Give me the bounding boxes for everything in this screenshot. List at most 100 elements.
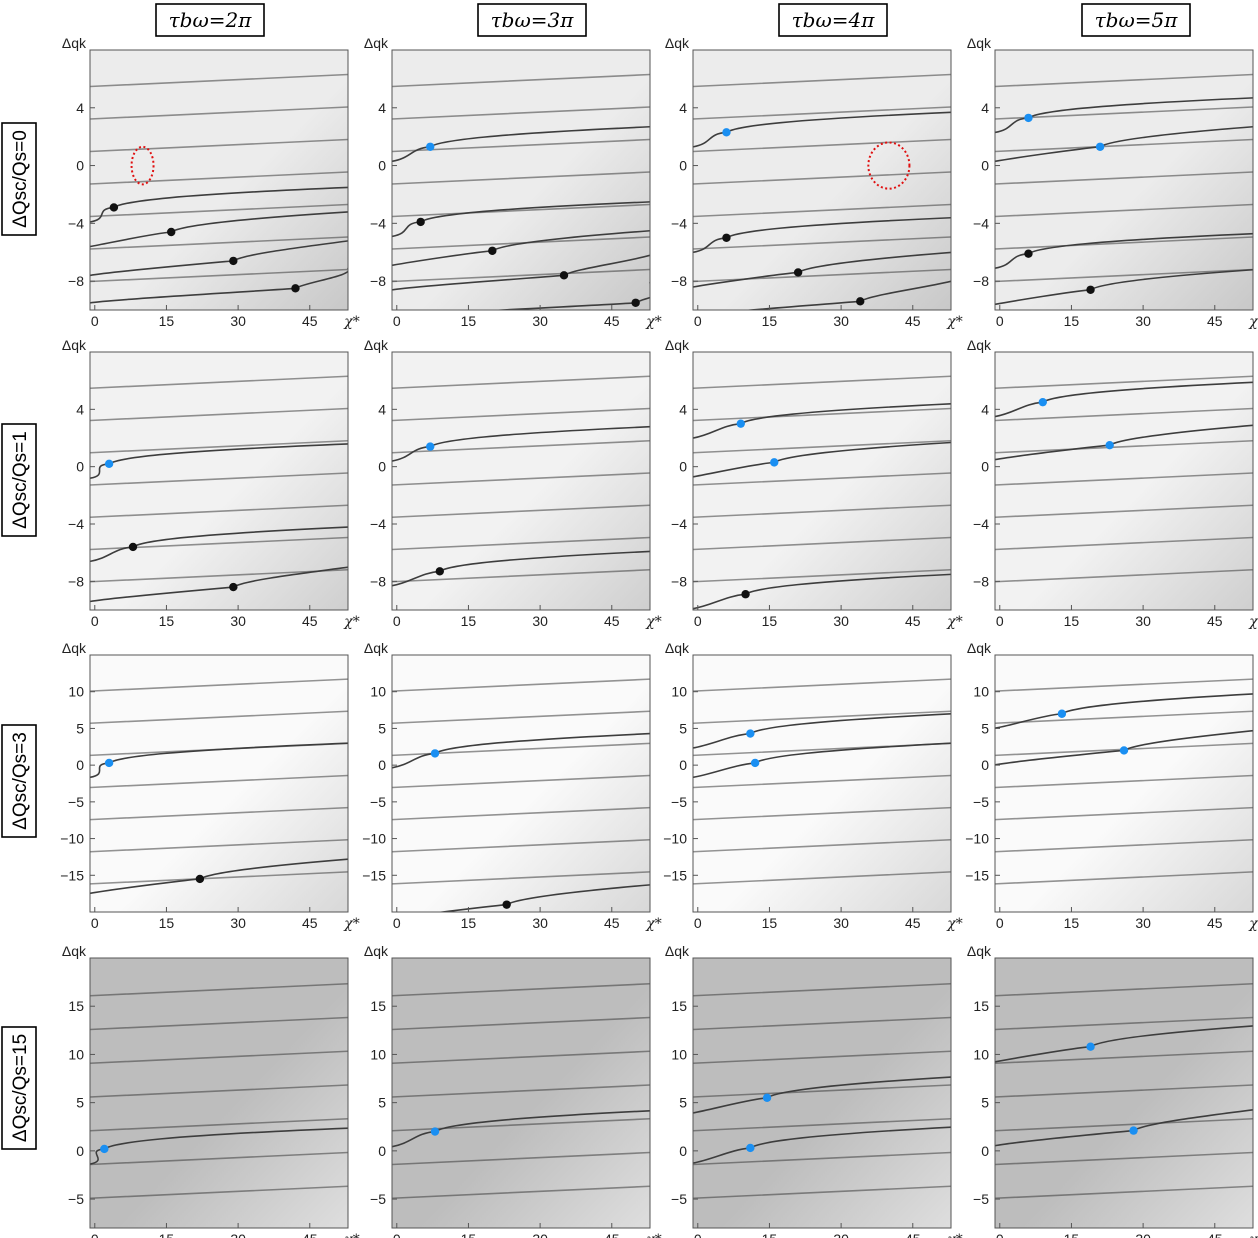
- map-streak: [392, 871, 650, 885]
- x-tick-label: 30: [833, 1231, 849, 1238]
- panel-background: [90, 655, 348, 912]
- map-streak: [693, 1050, 951, 1065]
- y-tick-label: 4: [378, 100, 386, 116]
- y-tick-label: 10: [973, 684, 989, 700]
- panel-background: [995, 958, 1253, 1228]
- map-streak: [392, 203, 650, 218]
- y-tick-label: 0: [679, 757, 687, 773]
- map-streak: [693, 1016, 951, 1031]
- y-axis-label: Δqk: [364, 35, 389, 51]
- y-tick-label: 4: [76, 401, 84, 417]
- x-axis-label: χ*: [1248, 1232, 1258, 1238]
- y-tick-label: 0: [679, 158, 687, 174]
- map-streak: [693, 568, 951, 583]
- branch-curve: [693, 236, 728, 254]
- map-streak: [90, 375, 348, 390]
- branch-curve: [1089, 1025, 1253, 1048]
- panel-frame: [994, 957, 1254, 1229]
- x-axis-label: χ*: [1248, 614, 1258, 630]
- map-streak: [995, 268, 1253, 283]
- col-header-box-1: [155, 3, 265, 37]
- map-streak: [90, 1016, 348, 1031]
- x-tick-label: 0: [694, 313, 702, 329]
- map-streak: [90, 678, 348, 692]
- map-streak: [90, 1151, 348, 1166]
- branch-curve: [392, 274, 565, 291]
- row-header-box-2: [1, 423, 37, 537]
- branch-curve: [693, 732, 752, 749]
- panel-curves: [995, 982, 1253, 1200]
- x-tick-label: 30: [1135, 915, 1151, 931]
- y-tick-label: −8: [68, 573, 84, 589]
- y-tick-label: −4: [370, 516, 386, 532]
- branch-curve: [797, 251, 951, 274]
- map-streak: [995, 171, 1253, 185]
- panel-frame: [994, 49, 1254, 311]
- blue-point: [746, 729, 755, 738]
- map-streak: [392, 1084, 650, 1098]
- map-streak: [90, 1084, 348, 1098]
- map-streak: [693, 73, 951, 88]
- map-streak: [693, 203, 951, 218]
- branch-curve: [995, 1129, 1135, 1147]
- map-streak: [392, 568, 650, 583]
- panel-background: [995, 655, 1253, 912]
- panel-frame: [692, 957, 952, 1229]
- blue-point: [746, 1143, 755, 1153]
- map-streak: [693, 171, 951, 185]
- blue-point: [1024, 113, 1033, 123]
- branch-curve: [199, 858, 348, 880]
- branch-curve: [995, 288, 1092, 306]
- map-streak: [90, 774, 348, 789]
- branch-curve: [995, 252, 1030, 270]
- y-tick-label: −5: [68, 1191, 84, 1207]
- map-streak: [693, 407, 951, 422]
- branch-curve: [1132, 1109, 1253, 1132]
- map-streak: [693, 710, 951, 725]
- x-tick-label: 15: [461, 313, 477, 329]
- panel-curves: [693, 375, 951, 610]
- y-tick-label: −5: [671, 1191, 687, 1207]
- map-streak: [392, 982, 650, 997]
- panel-frame: [89, 654, 349, 913]
- map-streak: [995, 678, 1253, 692]
- map-streak: [693, 1117, 951, 1132]
- map-streak: [90, 203, 348, 218]
- row-header-1: ΔQsc/Qs=0: [10, 130, 31, 228]
- y-tick-label: −8: [671, 573, 687, 589]
- panel-frame: [994, 654, 1254, 913]
- map-streak: [995, 439, 1253, 454]
- x-tick-label: 15: [159, 613, 175, 629]
- y-tick-label: 10: [370, 684, 386, 700]
- panel-r4-c3: 0 15 30 45 χ* 15 10 5 0 −5 Δqk: [665, 943, 963, 1238]
- row-header-3: ΔQsc/Qs=3: [10, 732, 31, 830]
- branch-curve: [90, 586, 235, 603]
- x-tick-label: 30: [833, 313, 849, 329]
- x-tick-label: 0: [393, 613, 401, 629]
- y-tick-label: −15: [60, 867, 84, 883]
- x-tick-label: 45: [604, 915, 620, 931]
- panel-frame: [391, 654, 651, 913]
- map-streak: [693, 504, 951, 519]
- branch-curve: [749, 712, 951, 735]
- black-point: [741, 590, 750, 599]
- map-streak: [693, 236, 951, 250]
- map-streak: [693, 472, 951, 486]
- map-streak: [995, 871, 1253, 885]
- panel-curves: [995, 73, 1253, 306]
- map-streak: [995, 1050, 1253, 1065]
- y-axis-label: Δqk: [967, 35, 992, 51]
- map-streak: [693, 774, 951, 789]
- map-streak: [392, 1151, 650, 1166]
- row-headers: ΔQsc/Qs=0 ΔQsc/Qs=1 ΔQsc/Qs=3 ΔQsc/Qs=15: [1, 122, 37, 1150]
- col-header-3: τbω=4π: [792, 8, 876, 32]
- branch-curve: [773, 441, 951, 464]
- dashed-circle: [867, 141, 911, 190]
- x-tick-label: 30: [833, 915, 849, 931]
- y-tick-label: 0: [378, 1143, 386, 1159]
- y-tick-label: −4: [370, 215, 386, 231]
- panel-r3-c3: 0 15 30 45 χ* 10 5 0 −5 −10 −15 Δqk: [663, 640, 962, 932]
- map-streak: [90, 536, 348, 551]
- y-tick-label: −8: [370, 573, 386, 589]
- map-streak: [90, 568, 348, 583]
